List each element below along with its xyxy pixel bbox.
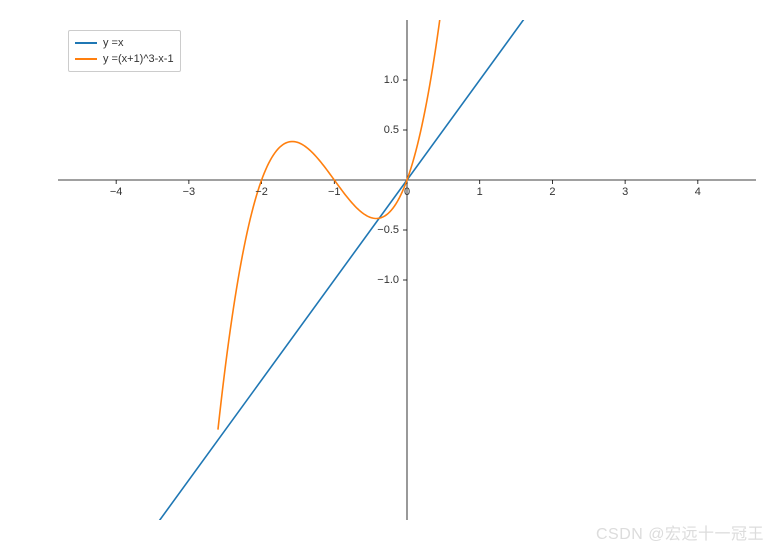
y-tick-label: −1.0 [377, 274, 399, 286]
legend-item-line1: y =x [75, 35, 174, 51]
x-tick-label: −4 [110, 186, 123, 198]
x-tick-label: 4 [695, 186, 701, 198]
legend-box: y =x y =(x+1)^3-x-1 [68, 30, 181, 72]
legend-label-line2: y =(x+1)^3-x-1 [103, 51, 174, 67]
legend-swatch-line1 [75, 42, 97, 44]
y-tick-label: 0.5 [384, 124, 399, 136]
x-tick-label: 0 [404, 186, 410, 198]
x-tick-label: 3 [622, 186, 628, 198]
x-tick-label: −2 [255, 186, 268, 198]
x-tick-label: 2 [549, 186, 555, 198]
legend-label-line1: y =x [103, 35, 123, 51]
legend-swatch-line2 [75, 58, 97, 60]
x-tick-label: −1 [328, 186, 341, 198]
x-tick-label: −3 [183, 186, 196, 198]
series-line2 [218, 0, 523, 430]
legend-item-line2: y =(x+1)^3-x-1 [75, 51, 174, 67]
y-tick-label: −0.5 [377, 224, 399, 236]
y-tick-label: 1.0 [384, 74, 399, 86]
x-tick-label: 1 [477, 186, 483, 198]
